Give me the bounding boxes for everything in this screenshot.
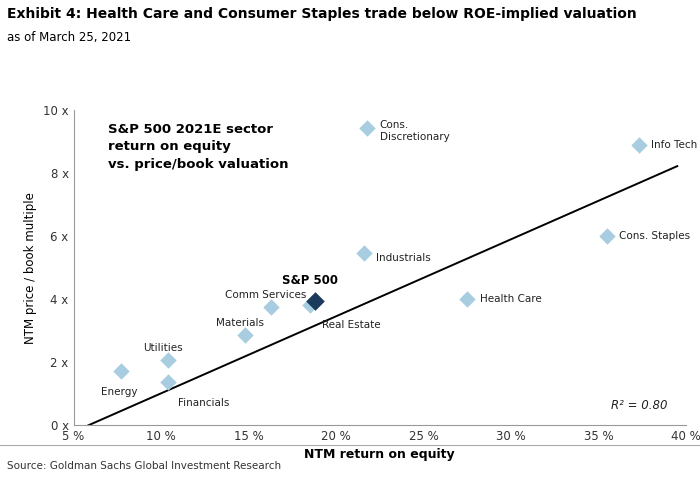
Point bbox=[633, 141, 644, 149]
Point bbox=[162, 357, 174, 364]
Y-axis label: NTM price / book multiple: NTM price / book multiple bbox=[25, 192, 38, 344]
Text: Financials: Financials bbox=[178, 398, 230, 408]
Point bbox=[358, 250, 370, 257]
Point bbox=[266, 303, 277, 311]
Text: Exhibit 4: Health Care and Consumer Staples trade below ROE-implied valuation: Exhibit 4: Health Care and Consumer Stap… bbox=[7, 7, 637, 21]
Text: Industrials: Industrials bbox=[376, 253, 431, 263]
Text: as of March 25, 2021: as of March 25, 2021 bbox=[7, 31, 131, 44]
Point bbox=[462, 295, 473, 303]
Text: R² = 0.80: R² = 0.80 bbox=[611, 399, 668, 412]
Text: Utilities: Utilities bbox=[143, 343, 183, 353]
Text: Source: Goldman Sachs Global Investment Research: Source: Goldman Sachs Global Investment … bbox=[7, 461, 281, 471]
Point bbox=[239, 331, 251, 339]
Point bbox=[115, 368, 126, 375]
Text: Energy: Energy bbox=[101, 387, 137, 397]
Point bbox=[309, 297, 321, 304]
X-axis label: NTM return on equity: NTM return on equity bbox=[304, 448, 455, 461]
Text: Info Tech: Info Tech bbox=[651, 140, 697, 150]
Point bbox=[362, 124, 373, 132]
Text: Materials: Materials bbox=[216, 318, 264, 328]
Point bbox=[162, 379, 174, 386]
Text: Real Estate: Real Estate bbox=[322, 321, 381, 330]
Text: S&P 500: S&P 500 bbox=[281, 275, 337, 288]
Point bbox=[304, 301, 315, 309]
Point bbox=[601, 232, 612, 240]
Text: S&P 500 2021E sector
return on equity
vs. price/book valuation: S&P 500 2021E sector return on equity vs… bbox=[108, 123, 289, 171]
Text: Cons.
Discretionary: Cons. Discretionary bbox=[379, 120, 449, 142]
Text: Health Care: Health Care bbox=[480, 294, 541, 304]
Text: Cons. Staples: Cons. Staples bbox=[620, 231, 691, 241]
Text: Comm Services: Comm Services bbox=[225, 290, 307, 300]
